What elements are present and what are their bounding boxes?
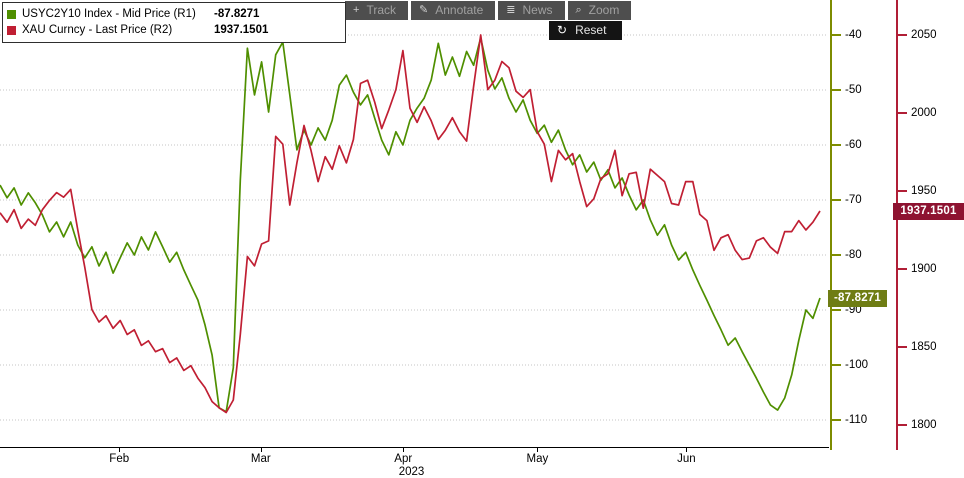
zoom-magnifier-icon: ⌕ <box>575 4 582 16</box>
r1-tick-label: -80 <box>845 249 862 261</box>
xau-last-price-line <box>0 34 821 414</box>
r2-tick-mark-icon <box>898 346 907 348</box>
r2-tick-label: 1800 <box>911 419 937 431</box>
x-axis-month-label: Feb <box>109 453 130 465</box>
chart-canvas[interactable] <box>0 0 828 447</box>
x-axis-tick-mark-icon <box>403 448 405 452</box>
x-axis-month-label: Apr <box>394 453 413 465</box>
r2-tick-label: 2050 <box>911 29 937 41</box>
x-axis-month-label: Jun <box>677 453 696 465</box>
annotate-button-label: Annotate <box>435 3 484 17</box>
r1-tick-mark-icon <box>832 254 841 256</box>
track-crosshair-icon: + <box>353 4 360 16</box>
news-lines-icon: ≣ <box>506 4 516 16</box>
reset-button[interactable]: ↻ Reset <box>549 21 623 40</box>
r1-tick-mark-icon <box>832 419 841 421</box>
r2-tick-label: 1950 <box>911 185 937 197</box>
r2-tick-label: 1900 <box>911 263 937 275</box>
legend-row-xau[interactable]: XAU Curncy - Last Price (R2) 1937.1501 <box>7 22 339 38</box>
zoom-button-label: Zoom <box>588 3 620 17</box>
r1-tick-label: -100 <box>845 359 869 371</box>
r1-tick-mark-icon <box>832 199 841 201</box>
legend-value: -87.8271 <box>214 8 260 20</box>
r1-tick-mark-icon <box>832 89 841 91</box>
x-axis: 2023 Feb Mar Apr May Jun <box>0 447 829 478</box>
reset-circular-arrow-icon: ↻ <box>557 23 568 37</box>
axis-r1-spread[interactable]: -40 -50 -60 -70 -80 -90 -100 -110 <box>830 0 894 450</box>
r2-tick-mark-icon <box>898 112 907 114</box>
legend-value: 1937.1501 <box>214 24 269 36</box>
r1-last-value-badge: -87.8271 <box>828 290 887 307</box>
r1-tick-mark-icon <box>832 34 841 36</box>
annotate-button[interactable]: ✎ Annotate <box>411 1 496 20</box>
chart-toolbar: + Track ✎ Annotate ≣ News ⌕ Zoom <box>345 1 632 20</box>
news-button-label: News <box>522 3 553 17</box>
x-axis-tick-mark-icon <box>537 448 539 452</box>
reset-button-label: Reset <box>575 23 607 37</box>
x-axis-month-label: May <box>526 453 549 465</box>
r1-tick-label: -50 <box>845 84 862 96</box>
r2-last-value-badge: 1937.1501 <box>893 203 964 220</box>
x-axis-year-label: 2023 <box>398 466 425 478</box>
r1-tick-mark-icon <box>832 309 841 311</box>
legend-label: USYC2Y10 Index - Mid Price (R1) <box>22 8 196 20</box>
r2-tick-label: 1850 <box>911 341 937 353</box>
annotate-pencil-icon: ✎ <box>419 4 429 16</box>
r1-tick-label: -60 <box>845 139 862 151</box>
usyc2y10-mid-price-line <box>0 36 821 413</box>
r2-tick-mark-icon <box>898 268 907 270</box>
zoom-button[interactable]: ⌕ Zoom <box>567 1 632 20</box>
r1-tick-label: -110 <box>845 414 868 426</box>
news-button[interactable]: ≣ News <box>498 1 565 20</box>
legend: USYC2Y10 Index - Mid Price (R1) -87.8271… <box>2 2 346 43</box>
axis-r2-gold[interactable]: 2050 2000 1950 1900 1850 1800 <box>896 0 964 450</box>
x-axis-tick-mark-icon <box>260 448 262 452</box>
usyc2y10-series-swatch-icon <box>7 9 16 19</box>
r1-tick-label: -90 <box>845 304 862 316</box>
r2-tick-label: 2000 <box>911 107 937 119</box>
track-button[interactable]: + Track <box>345 1 408 20</box>
r1-tick-mark-icon <box>832 364 841 366</box>
x-axis-tick-mark-icon <box>119 448 121 452</box>
r2-tick-mark-icon <box>898 190 907 192</box>
legend-label: XAU Curncy - Last Price (R2) <box>22 24 173 36</box>
r1-tick-label: -40 <box>845 29 862 41</box>
x-axis-month-label: Mar <box>250 453 271 465</box>
r2-tick-mark-icon <box>898 34 907 36</box>
track-button-label: Track <box>366 3 396 17</box>
r2-tick-mark-icon <box>898 424 907 426</box>
plot-area[interactable] <box>0 0 828 447</box>
legend-row-usyc2y10[interactable]: USYC2Y10 Index - Mid Price (R1) -87.8271 <box>7 6 339 22</box>
xau-series-swatch-icon <box>7 25 16 35</box>
r1-tick-mark-icon <box>832 144 841 146</box>
r1-tick-label: -70 <box>845 194 862 206</box>
x-axis-tick-mark-icon <box>686 448 688 452</box>
